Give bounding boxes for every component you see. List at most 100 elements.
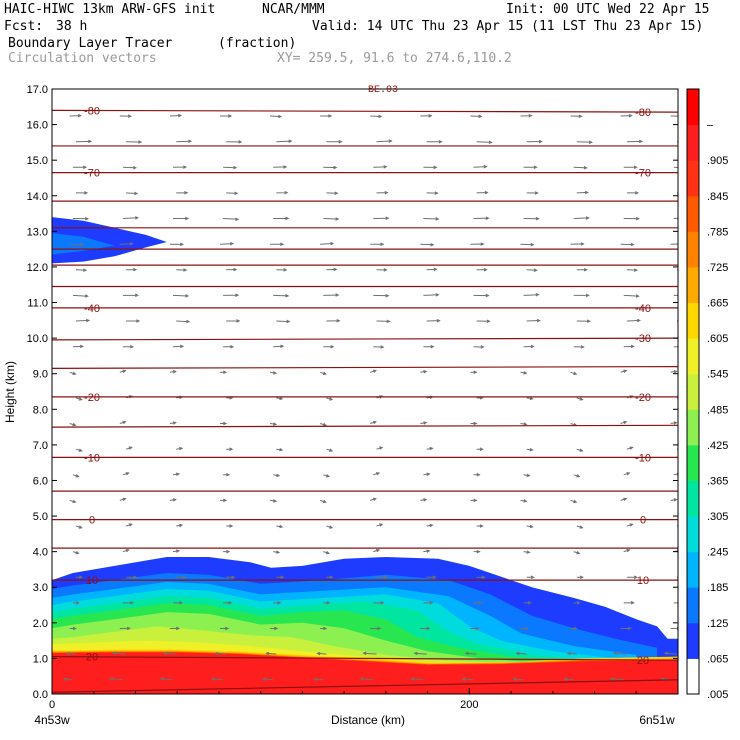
y-tick-label: 13.0 <box>27 226 48 238</box>
y-tick-label: 3.0 <box>33 582 48 594</box>
wind-vector <box>126 191 139 196</box>
wind-vector <box>72 601 81 605</box>
y-tick-label: 17.0 <box>27 84 48 96</box>
wind-vector <box>169 370 177 374</box>
wind-vector <box>119 114 132 118</box>
wind-vector <box>276 190 289 195</box>
wind-vector <box>476 140 493 145</box>
wind-vector <box>673 217 678 219</box>
colorbar-swatch <box>687 160 699 197</box>
wind-vector <box>570 626 578 631</box>
field-units: (fraction) <box>218 36 297 51</box>
wind-vectors-layer <box>62 113 678 682</box>
colorbar-label: .725 <box>707 262 728 274</box>
wind-vector <box>176 575 187 579</box>
wind-vector <box>265 651 277 656</box>
wind-vector <box>226 191 239 196</box>
wind-vector <box>670 243 678 245</box>
wind-vector <box>172 165 188 169</box>
panel-note: BE.03 <box>368 85 398 96</box>
wind-vector <box>623 294 640 298</box>
wind-vector <box>376 575 388 579</box>
wind-vector <box>220 370 228 375</box>
wind-vector <box>276 447 284 452</box>
colorbar-label: .665 <box>707 298 728 310</box>
wind-vector <box>320 241 335 246</box>
wind-vector <box>623 216 640 221</box>
wind-vector <box>620 113 633 118</box>
isotherm-label: -70 <box>635 168 651 180</box>
wind-vector <box>108 677 123 681</box>
wind-vector <box>670 421 678 425</box>
colorbar-label: .365 <box>707 475 728 487</box>
x-tick-label: 0 <box>49 699 55 711</box>
wind-vector <box>65 651 77 656</box>
y-tick-label: 0.0 <box>33 689 48 701</box>
wind-vector <box>623 344 635 349</box>
colorbar-swatch <box>687 124 699 161</box>
wind-vector <box>323 217 340 221</box>
wind-vector <box>576 190 589 195</box>
wind-vector <box>626 191 640 195</box>
wind-vector <box>370 369 377 373</box>
wind-vector <box>62 677 73 682</box>
wind-vector <box>169 498 177 502</box>
isotherm-label: -40 <box>635 303 651 315</box>
wind-vector <box>373 601 385 605</box>
wind-vector <box>270 626 279 631</box>
wind-vector <box>122 345 135 349</box>
plot-frame <box>51 88 679 695</box>
wind-vector <box>326 140 343 144</box>
wind-vector <box>226 140 243 144</box>
wind-vector <box>326 191 339 195</box>
wind-vector <box>373 165 388 169</box>
wind-vector <box>676 192 678 194</box>
wind-vector <box>226 524 234 528</box>
wind-vector <box>612 651 627 656</box>
colorbar-label: .005 <box>707 689 728 701</box>
wind-vector <box>626 318 642 323</box>
wind-vector <box>420 421 428 425</box>
wind-vector <box>276 575 285 579</box>
x-right-end-label: 6n51w <box>639 713 675 727</box>
wind-vector <box>273 344 285 349</box>
wind-vector <box>226 319 241 323</box>
wind-vector <box>176 319 191 324</box>
wind-vector <box>319 371 327 375</box>
wind-vector <box>223 601 233 605</box>
wind-vector <box>373 345 385 349</box>
wind-vector <box>520 114 533 118</box>
wind-vector <box>376 139 393 143</box>
wind-vector <box>673 602 678 604</box>
wind-vector <box>473 549 481 554</box>
wind-vector <box>270 242 285 247</box>
wind-vector <box>75 397 83 401</box>
y-tick-label: 4.0 <box>33 547 48 559</box>
y-tick-label: 10.0 <box>27 333 48 345</box>
isotherm-line <box>51 337 679 341</box>
wind-vector <box>573 216 590 220</box>
wind-vector <box>323 474 331 478</box>
wind-vector <box>512 677 524 681</box>
wind-vector <box>520 499 528 503</box>
wind-vector <box>122 472 130 476</box>
colorbar-swatch <box>687 409 699 446</box>
wind-vector <box>69 626 77 631</box>
wind-vector <box>122 293 140 298</box>
wind-vector <box>326 397 334 401</box>
fcst-label: Fcst: <box>4 19 44 34</box>
wind-vector <box>620 369 628 373</box>
wind-vector <box>426 191 439 195</box>
wind-vector <box>470 370 478 375</box>
wind-vector <box>172 549 181 553</box>
wind-vector <box>473 345 485 349</box>
wind-vector <box>673 166 678 168</box>
model-title: HAIC-HIWC 13km ARW-GFS init <box>4 2 216 17</box>
wind-vector <box>623 472 631 476</box>
colorbar-swatch <box>687 338 699 375</box>
wind-vector <box>426 575 437 579</box>
wind-vector <box>670 498 678 502</box>
wind-vector <box>370 626 382 631</box>
wind-vector <box>413 651 427 656</box>
